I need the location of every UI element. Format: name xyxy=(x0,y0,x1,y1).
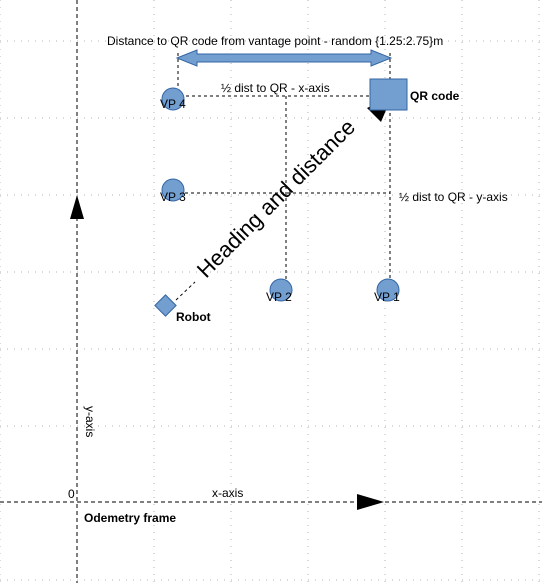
x-axis-label: x-axis xyxy=(212,486,243,500)
half-y-label: ½ dist to QR - y-axis xyxy=(399,190,508,204)
robot-label: Robot xyxy=(176,310,211,324)
odometry-frame-label: Odemetry frame xyxy=(84,511,176,525)
distance-double-arrow-icon xyxy=(175,49,393,67)
vp2-circle xyxy=(269,278,293,302)
vp3-circle xyxy=(161,178,185,202)
vp4-circle xyxy=(161,87,185,111)
vp2-label: VP 2 xyxy=(266,290,292,304)
robot-marker xyxy=(154,294,177,317)
vp4-label: VP 4 xyxy=(160,97,186,111)
top-distance-label: Distance to QR code from vantage point -… xyxy=(107,34,443,48)
construction-lines xyxy=(175,53,391,301)
heading-distance-label: Heading and distance xyxy=(192,114,360,282)
vp3-label: VP 3 xyxy=(160,190,186,204)
x-axis-arrowhead-icon xyxy=(357,494,384,510)
vp1-label: VP 1 xyxy=(374,290,400,304)
y-axis-arrowhead-icon xyxy=(70,195,84,219)
origin-label: 0 xyxy=(68,487,75,501)
half-x-label: ½ dist to QR - x-axis xyxy=(221,81,330,95)
y-axis-label: y-axis xyxy=(83,406,97,437)
qr-code-box xyxy=(369,78,408,111)
qr-code-label: QR code xyxy=(410,89,460,103)
vp1-circle xyxy=(376,278,400,302)
